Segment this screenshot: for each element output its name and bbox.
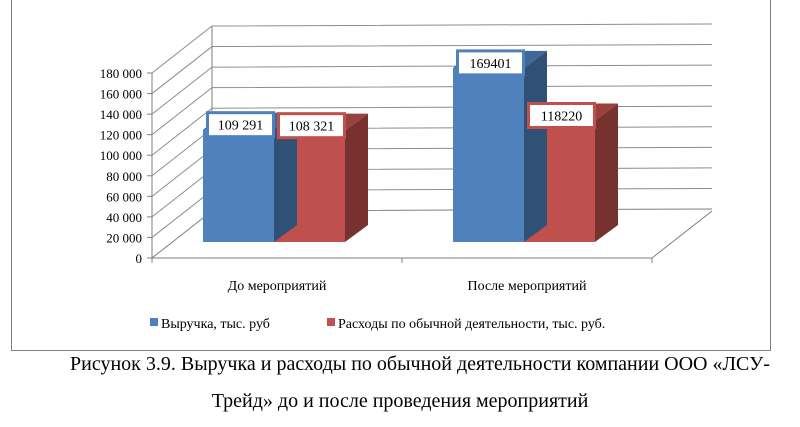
gridline (151, 44, 713, 94)
legend-item: Выручка, тыс. руб (150, 317, 270, 332)
figure-caption-line-1: Рисунок 3.9. Выручка и расходы по обычно… (70, 353, 770, 375)
legend-swatch (150, 318, 158, 326)
data-label-box (456, 49, 525, 77)
legend: Выручка, тыс. руб Расходы по обычной деят… (150, 317, 605, 332)
y-tick-label: 20 000 (106, 230, 142, 245)
bar-chart: 0 20 000 40 000 60 000 80 000 100 000 120 000 1… (100, 23, 713, 332)
legend-label: Расходы по обычной деятельности, тыс. ру… (338, 317, 605, 332)
legend-item: Расходы по обычной деятельности, тыс. ру… (327, 317, 605, 332)
legend-swatch (327, 318, 335, 326)
y-tick-label: 60 000 (106, 189, 142, 204)
bar-side (524, 50, 547, 242)
chart-bars (203, 50, 618, 243)
data-label-text: 169401 (470, 57, 512, 72)
data-label: 109 291 (206, 111, 275, 139)
y-tick-label: 40 000 (106, 210, 142, 225)
data-label-text: 118220 (541, 109, 582, 124)
y-tick-label: 160 000 (100, 87, 142, 102)
legend-label: Выручка, тыс. руб (161, 317, 270, 332)
bar (453, 50, 547, 242)
bar-side (274, 112, 297, 242)
x-category-label: До мероприятий (228, 279, 327, 294)
bar-front (453, 67, 524, 242)
bar-front (203, 129, 274, 242)
x-category-label: После мероприятий (468, 279, 587, 294)
data-label-box (277, 112, 346, 140)
y-tick-label: 0 (136, 251, 143, 266)
x-axis-category-labels: До мероприятий После мероприятий (228, 279, 587, 294)
chart-frame (11, 0, 771, 351)
bar-side (595, 103, 618, 242)
data-label: 169401 (456, 49, 525, 77)
data-label: 118220 (527, 101, 596, 129)
data-label-text: 109 291 (218, 119, 264, 134)
data-label: 108 321 (277, 112, 346, 140)
data-label-box (527, 101, 596, 129)
y-tick-label: 120 000 (100, 128, 142, 143)
y-tick-label: 180 000 (100, 66, 142, 81)
data-labels: 108 321 109 291 118220 169401 (206, 49, 596, 140)
data-label-box (206, 111, 275, 139)
bar (203, 112, 297, 242)
figure-caption-line-2: Трейд» до и после проведения мероприятий (211, 390, 589, 412)
data-label-text: 108 321 (289, 120, 335, 135)
y-axis-tick-labels: 0 20 000 40 000 60 000 80 000 100 000 120 000 1… (100, 66, 142, 266)
y-tick-label: 100 000 (100, 148, 142, 163)
bar-side (345, 113, 368, 243)
y-tick-label: 80 000 (106, 169, 142, 184)
gridline (151, 23, 713, 74)
y-tick-label: 140 000 (100, 107, 142, 122)
